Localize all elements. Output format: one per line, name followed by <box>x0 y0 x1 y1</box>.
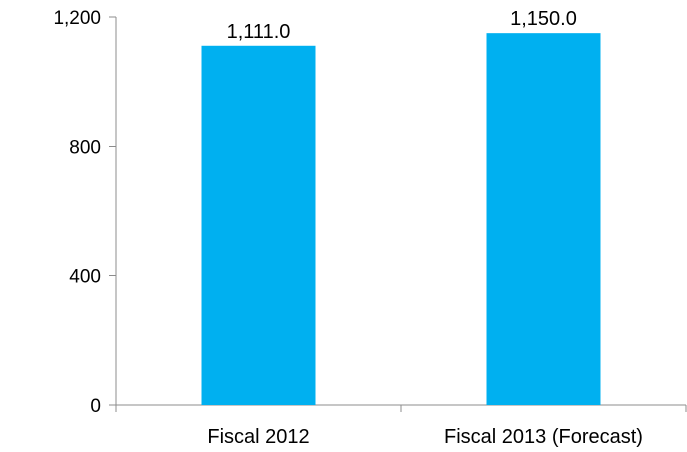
y-tick-label: 1,200 <box>53 8 101 29</box>
x-category-label: Fiscal 2013 (Forecast) <box>444 426 643 448</box>
y-tick-label: 800 <box>69 137 101 158</box>
y-tick-label: 400 <box>69 267 101 288</box>
data-label: 1,150.0 <box>510 8 577 30</box>
x-category-label: Fiscal 2012 <box>207 426 309 448</box>
y-tick-label: 0 <box>90 396 101 417</box>
bar-1 <box>201 45 316 405</box>
bar-2 <box>486 33 601 406</box>
data-label: 1,111.0 <box>227 21 291 43</box>
